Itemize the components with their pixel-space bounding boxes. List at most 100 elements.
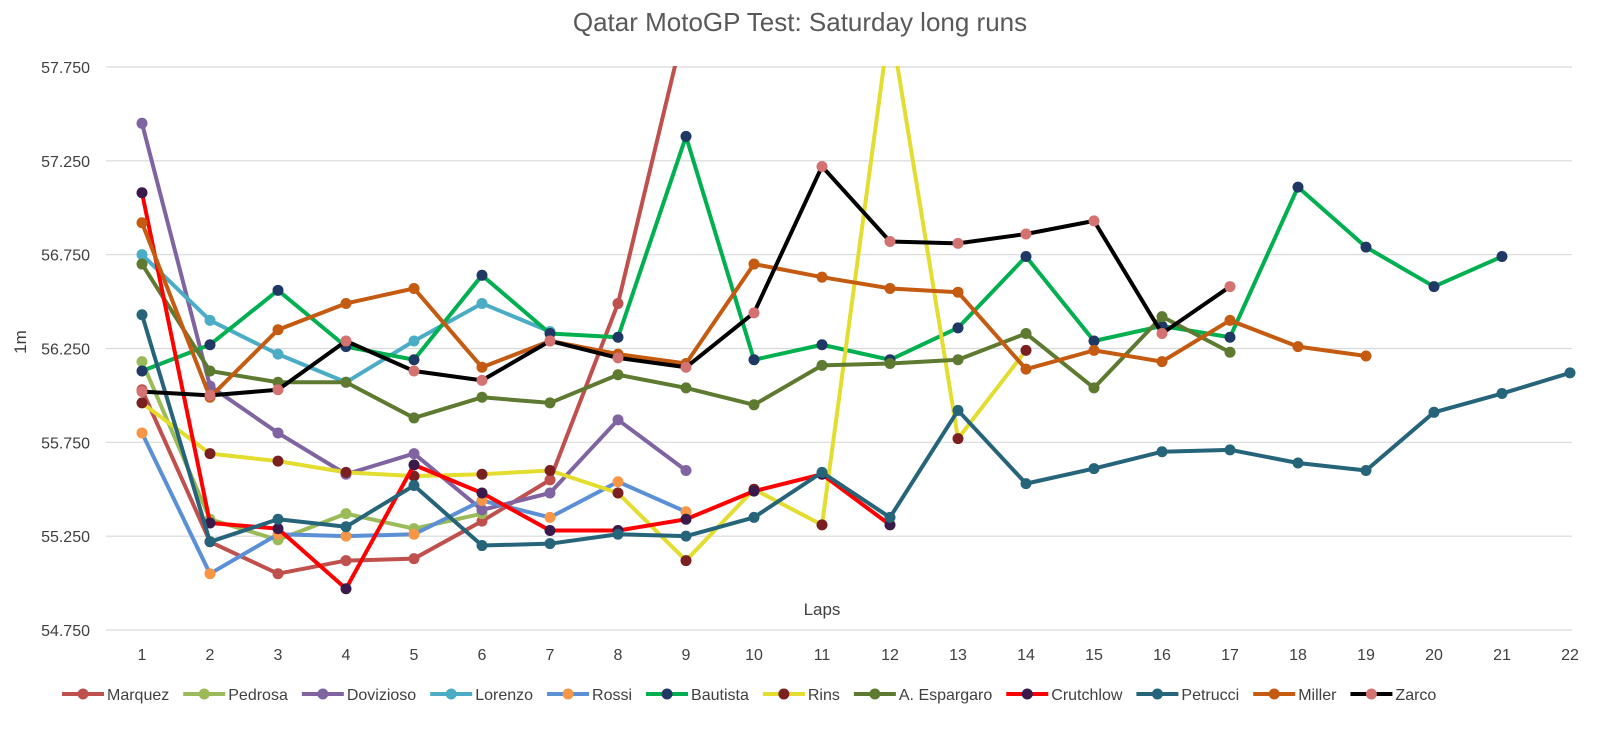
data-point-a-espargaro (952, 354, 964, 366)
data-point-miller (408, 282, 420, 294)
x-tick-label: 6 (478, 647, 487, 664)
data-point-a-espargaro (1088, 382, 1100, 394)
data-point-zarco (884, 236, 896, 248)
legend-swatch-marker (1365, 688, 1377, 700)
legend-swatch-marker (1268, 688, 1280, 700)
data-point-crutchlow (272, 523, 284, 535)
data-point-miller (1224, 314, 1236, 326)
data-point-petrucci (476, 540, 488, 552)
data-point-miller (272, 324, 284, 336)
data-point-pedrosa (340, 508, 352, 520)
data-point-bautista (748, 354, 760, 366)
x-tick-label: 2 (206, 647, 215, 664)
data-point-zarco (136, 386, 148, 398)
data-point-petrucci (1564, 367, 1576, 379)
data-point-a-espargaro (1156, 311, 1168, 323)
data-point-marquez (272, 568, 284, 580)
data-point-bautista (1224, 331, 1236, 343)
data-point-rossi (340, 530, 352, 542)
y-axis-label: 1m (11, 330, 30, 354)
data-point-zarco (340, 335, 352, 347)
data-point-petrucci (544, 538, 556, 550)
data-point-bautista (204, 339, 216, 351)
chart-title: Qatar MotoGP Test: Saturday long runs (573, 7, 1027, 37)
data-point-pedrosa (136, 356, 148, 368)
legend-swatch-marker (1021, 688, 1033, 700)
data-point-rins (952, 433, 964, 445)
legend-item-lorenzo: Lorenzo (430, 687, 533, 704)
legend-item-zarco: Zarco (1350, 687, 1436, 704)
data-point-petrucci (1088, 463, 1100, 475)
data-point-bautista (1428, 281, 1440, 293)
y-tick-label: 55.250 (41, 529, 90, 546)
data-point-zarco (204, 389, 216, 401)
data-point-petrucci (952, 404, 964, 416)
data-point-dovizioso (612, 414, 624, 426)
legend-swatch-marker (661, 688, 673, 700)
legend-swatch-marker (317, 688, 329, 700)
data-point-rins (680, 555, 692, 567)
y-axis-ticks: 54.750 55.250 55.750 56.250 56.750 57.250 57.7… (41, 60, 90, 640)
data-point-a-espargaro (884, 358, 896, 370)
series-petrucci (136, 309, 1576, 552)
x-tick-label: 14 (1017, 647, 1035, 664)
legend-item-petrucci: Petrucci (1136, 687, 1239, 704)
series-line-a-espargaro (140, 262, 1231, 420)
data-point-a-espargaro (1224, 346, 1236, 358)
x-tick-label: 5 (410, 647, 419, 664)
x-tick-label: 15 (1085, 647, 1103, 664)
x-tick-label: 18 (1289, 647, 1307, 664)
data-point-zarco (1156, 327, 1168, 339)
data-point-bautista (272, 284, 284, 296)
x-tick-label: 9 (682, 647, 691, 664)
data-point-bautista (1292, 181, 1304, 193)
legend-label: Rins (808, 687, 840, 704)
legend-item-rossi: Rossi (547, 687, 632, 704)
legend-swatch-marker (77, 688, 89, 700)
data-point-rins (272, 455, 284, 467)
x-tick-label: 8 (614, 647, 623, 664)
series-line-rins (140, 66, 1028, 563)
series-line-petrucci (140, 314, 1571, 548)
data-point-bautista (1088, 335, 1100, 347)
x-tick-label: 22 (1561, 647, 1579, 664)
data-point-petrucci (1496, 388, 1508, 400)
data-point-rossi (612, 476, 624, 488)
legend-label: Rossi (592, 687, 632, 704)
data-point-petrucci (204, 536, 216, 548)
data-point-bautista (476, 269, 488, 281)
x-tick-label: 21 (1493, 647, 1511, 664)
data-point-rins (204, 448, 216, 460)
data-point-petrucci (816, 466, 828, 478)
x-tick-label: 20 (1425, 647, 1443, 664)
data-point-petrucci (1020, 478, 1032, 490)
y-tick-label: 57.250 (41, 154, 90, 171)
legend: Marquez Pedrosa Dovizioso Lorenzo Rossi Bauti… (62, 687, 1436, 704)
data-point-zarco (680, 361, 692, 373)
data-point-a-espargaro (1020, 327, 1032, 339)
legend-label: Lorenzo (475, 687, 533, 704)
y-tick-label: 57.750 (41, 60, 90, 77)
data-point-dovizioso (272, 427, 284, 439)
data-point-a-espargaro (816, 359, 828, 371)
series-dovizioso (136, 117, 692, 516)
x-tick-label: 19 (1357, 647, 1375, 664)
data-point-dovizioso (544, 487, 556, 499)
data-point-petrucci (1224, 444, 1236, 456)
legend-swatch-marker (198, 688, 210, 700)
data-point-rins (544, 464, 556, 476)
legend-label: Zarco (1395, 687, 1436, 704)
series-pedrosa (136, 356, 488, 546)
legend-label: Marquez (107, 687, 169, 704)
legend-swatch-marker (1151, 688, 1163, 700)
data-point-petrucci (680, 530, 692, 542)
data-point-bautista (952, 322, 964, 334)
series-rins (136, 66, 1032, 567)
legend-label: Miller (1298, 687, 1337, 704)
data-point-crutchlow (680, 513, 692, 525)
legend-label: Dovizioso (347, 687, 416, 704)
data-point-miller (1292, 341, 1304, 353)
data-point-petrucci (1292, 457, 1304, 469)
data-point-rins (612, 487, 624, 499)
